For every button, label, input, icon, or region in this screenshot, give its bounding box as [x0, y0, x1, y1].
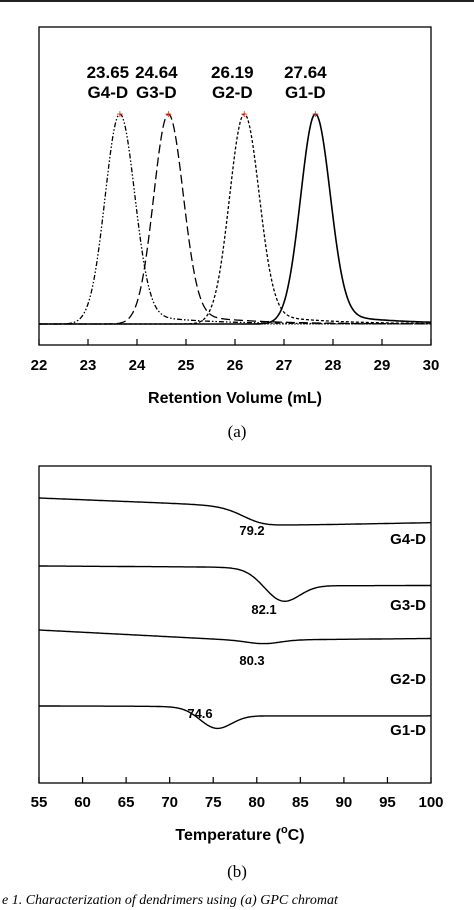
dsc-series-g3-d [39, 565, 431, 603]
gpc-series-g3-d [39, 113, 431, 325]
gpc-peak-name: G2-D [212, 83, 253, 102]
dsc-x-tick-label: 55 [31, 794, 48, 811]
dsc-x-tick-label: 95 [379, 794, 396, 811]
dsc-x-tick-label: 60 [74, 794, 91, 811]
dsc-series-g4-d [39, 497, 431, 526]
gpc-peak-marker: + [241, 107, 248, 121]
dsc-series-label: G3-D [390, 597, 426, 614]
dsc-plot-frame [38, 465, 432, 784]
gpc-peak-value: 27.64 [284, 63, 327, 82]
dsc-x-tick-label: 65 [118, 794, 135, 811]
gpc-x-tick-label: 24 [129, 357, 146, 374]
dsc-series-label: G4-D [390, 531, 426, 548]
dsc-chart: 55 60 65 70 75 80 85 90 95 100 79.2 82.1 80.3 74.6 G… [31, 465, 444, 881]
dsc-tg-label: 79.2 [239, 523, 264, 538]
gpc-peak-value: 26.19 [211, 63, 254, 82]
dsc-x-tick-label: 75 [205, 794, 222, 811]
dsc-x-tick-label: 100 [418, 794, 443, 811]
gpc-peak-name: G3-D [136, 83, 177, 102]
gpc-x-tick-label: 30 [423, 357, 440, 374]
gpc-x-tick-label: 27 [276, 357, 293, 374]
gpc-peak-marker: + [116, 107, 123, 121]
dsc-tg-label: 82.1 [251, 602, 276, 617]
dsc-x-tick-label: 90 [336, 794, 353, 811]
dsc-tg-label: 74.6 [187, 706, 212, 721]
gpc-peak-name: G4-D [88, 83, 129, 102]
gpc-x-tick-label: 22 [31, 357, 48, 374]
dsc-x-tick-label: 85 [292, 794, 309, 811]
gpc-series-g4-d [39, 113, 431, 325]
figure-caption: e 1. Characterization of dendrimers usin… [2, 893, 339, 908]
dsc-panel-label: (b) [227, 862, 247, 881]
gpc-series-g1-d [39, 113, 431, 325]
dsc-x-axis-label: Temperature (oC) [175, 824, 304, 844]
dsc-series-g1-d [39, 705, 431, 730]
gpc-x-tick-label: 25 [178, 357, 195, 374]
dsc-x-label-superscript: o [281, 824, 288, 836]
dsc-series-label: G1-D [390, 722, 426, 739]
gpc-peak-value: 23.65 [87, 63, 130, 82]
dsc-tg-label: 80.3 [239, 653, 264, 668]
gpc-panel-label: (a) [228, 422, 247, 441]
gpc-series-g2-d [39, 113, 431, 325]
dsc-series-label: G2-D [390, 671, 426, 688]
gpc-peak-marker: + [312, 107, 319, 121]
dsc-x-label-main: Temperature ( [175, 827, 281, 844]
gpc-x-tick-label: 23 [80, 357, 97, 374]
gpc-x-axis-label: Retention Volume (mL) [148, 390, 322, 407]
dsc-x-label-unit: C) [288, 827, 305, 844]
gpc-peak-value: 24.64 [135, 63, 178, 82]
gpc-x-tick-label: 26 [227, 357, 244, 374]
dsc-x-tick-label: 80 [248, 794, 265, 811]
dsc-series-g2-d [38, 629, 431, 645]
gpc-x-tick-label: 28 [325, 357, 342, 374]
gpc-peak-name: G1-D [285, 83, 326, 102]
gpc-x-tick-label: 29 [374, 357, 391, 374]
dsc-x-tick-label: 70 [161, 794, 178, 811]
gpc-peak-marker: + [165, 107, 172, 121]
